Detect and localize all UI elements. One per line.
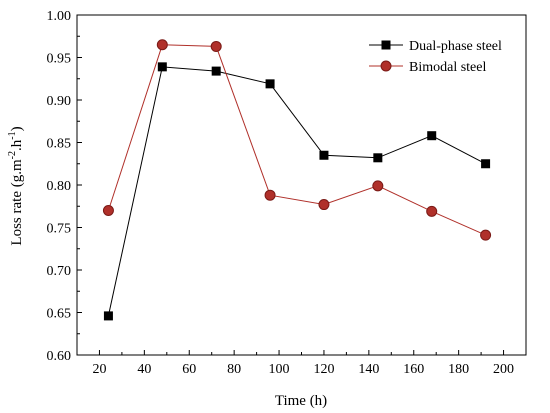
y-tick-label: 0.70 (47, 264, 72, 279)
data-point-dual-phase-steel (373, 153, 383, 163)
data-point-dual-phase-steel (265, 79, 275, 89)
y-tick-label: 1.00 (47, 9, 72, 24)
y-tick-label: 0.90 (47, 94, 72, 109)
data-point-bimodal-steel (480, 229, 492, 241)
data-point-bimodal-steel (318, 199, 330, 211)
axis-ticks: 20 40 60 80 100 120 140 160 180 200 0.60 0.65 0.70 0.… (47, 9, 515, 377)
y-axis-title: Loss rate (g.m-2.h-1) (7, 126, 25, 245)
y-tick-label: 0.65 (47, 307, 72, 322)
x-tick-label: 160 (403, 362, 424, 377)
y-axis-title-end: ) (9, 126, 25, 131)
x-tick-label: 20 (92, 362, 106, 377)
y-tick-label: 0.85 (47, 137, 72, 152)
series-dual-phase-steel (103, 62, 491, 321)
y-axis-title-main: Loss rate (g.m (9, 159, 25, 246)
x-tick-label: 100 (269, 362, 290, 377)
x-axis-title: Time (h) (275, 393, 327, 409)
data-point-dual-phase-steel (211, 66, 221, 76)
y-tick-label: 0.80 (47, 179, 72, 194)
x-tick-label: 120 (313, 362, 334, 377)
data-point-dual-phase-steel (103, 311, 113, 321)
legend-label-bimodal: Bimodal steel (409, 60, 486, 75)
legend-label-dual-phase: Dual-phase steel (409, 39, 502, 54)
y-tick-label: 0.75 (47, 222, 72, 237)
legend: Dual-phase steel Bimodal steel (369, 39, 502, 75)
data-point-dual-phase-steel (319, 150, 329, 160)
series-bimodal-steel (102, 39, 492, 241)
data-point-bimodal-steel (210, 40, 222, 52)
y-tick-label: 0.95 (47, 52, 72, 67)
series-line-bimodal-steel (107, 44, 486, 236)
y-axis-title-sup2: -1 (7, 131, 18, 139)
data-point-bimodal-steel (264, 189, 276, 201)
x-tick-label: 80 (227, 362, 241, 377)
data-point-bimodal-steel (102, 205, 114, 216)
data-point-dual-phase-steel (427, 131, 437, 141)
legend-marker-dual-phase (381, 40, 391, 50)
series-line-dual-phase-steel (107, 66, 486, 317)
y-axis-title-sup1: -2 (7, 151, 18, 159)
y-axis-title-mid: .h (9, 139, 25, 151)
data-point-bimodal-steel (156, 39, 168, 51)
x-tick-label: 40 (137, 362, 151, 377)
x-tick-label: 60 (182, 362, 196, 377)
data-point-dual-phase-steel (157, 62, 167, 72)
x-tick-label: 180 (448, 362, 469, 377)
series-layer (102, 39, 492, 321)
y-tick-label: 0.60 (47, 349, 72, 364)
legend-marker-bimodal (380, 60, 392, 72)
data-point-dual-phase-steel (481, 159, 491, 169)
data-point-bimodal-steel (426, 205, 438, 217)
x-tick-label: 140 (358, 362, 379, 377)
x-tick-label: 200 (493, 362, 514, 377)
data-point-bimodal-steel (372, 180, 384, 192)
